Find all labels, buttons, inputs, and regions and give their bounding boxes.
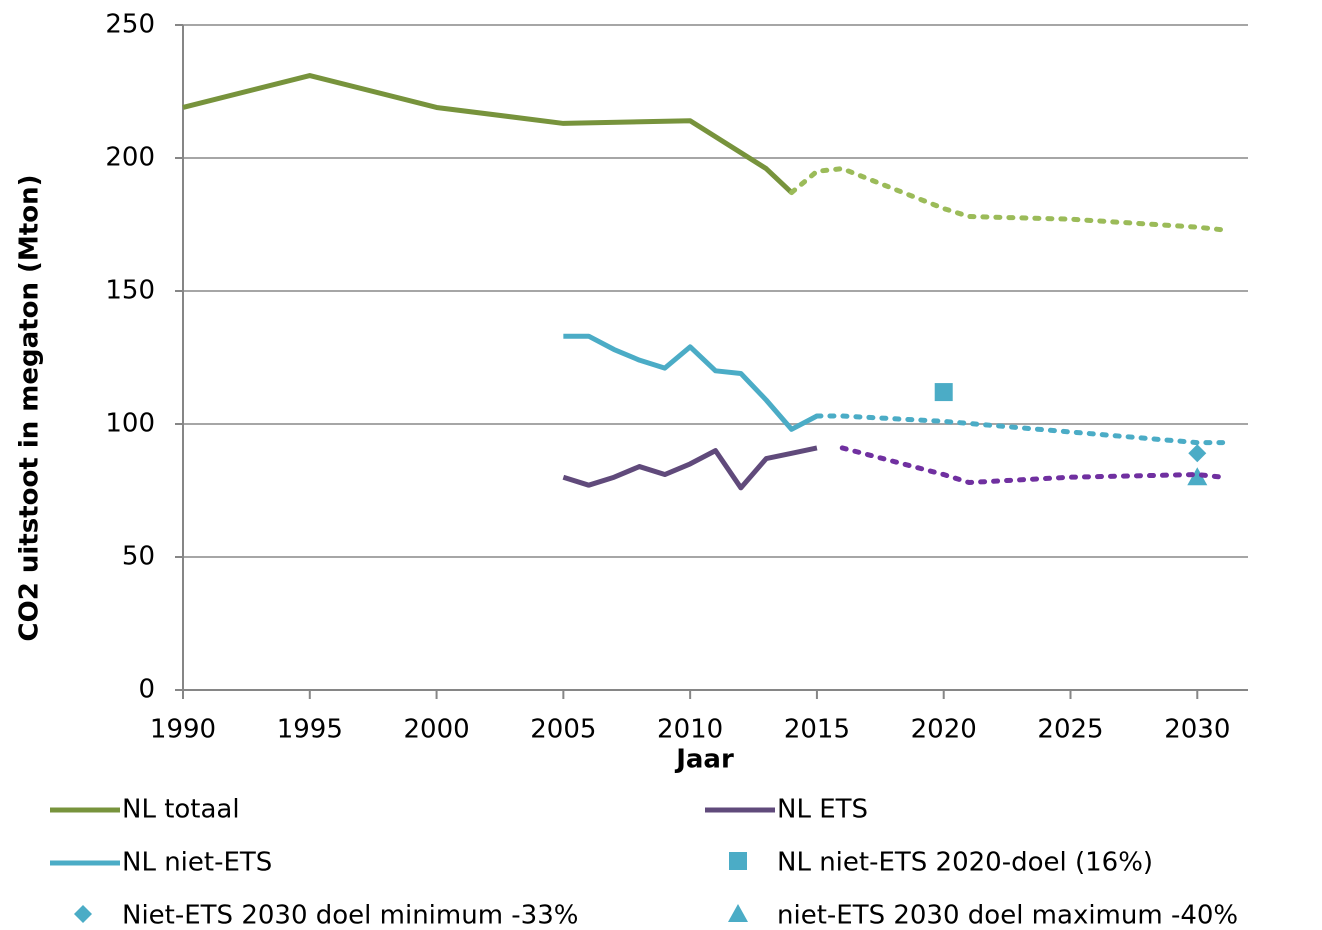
y-tick-label: 100 xyxy=(105,409,155,439)
legend-label: NL ETS xyxy=(777,795,868,825)
diamond-marker xyxy=(1188,444,1207,463)
x-tick-label: 2000 xyxy=(403,715,469,745)
x-tick-label: 2020 xyxy=(911,715,977,745)
series-line xyxy=(562,445,818,491)
triangle-marker xyxy=(1187,467,1208,486)
y-tick-label: 50 xyxy=(122,542,155,572)
x-tick-label: 2030 xyxy=(1164,715,1230,745)
x-tick-label: 2025 xyxy=(1037,715,1103,745)
x-tick-label: 1990 xyxy=(150,715,216,745)
legend-label: Niet-ETS 2030 doel minimum -33% xyxy=(122,901,578,930)
x-tick-label: 1995 xyxy=(277,715,343,745)
legend-label: niet-ETS 2030 doel maximum -40% xyxy=(777,901,1238,930)
y-axis-title: CO2 uitstoot in megaton (Mton) xyxy=(15,175,45,642)
y-tick-label: 150 xyxy=(105,276,155,306)
projection-line xyxy=(839,445,1226,486)
square-marker xyxy=(729,852,747,870)
legend-label: NL totaal xyxy=(122,795,240,825)
triangle-marker xyxy=(728,904,748,922)
projection-line xyxy=(814,413,1226,446)
x-tick-label: 2010 xyxy=(657,715,723,745)
diamond-marker xyxy=(74,905,92,923)
y-tick-label: 250 xyxy=(105,10,155,40)
x-tick-label: 2005 xyxy=(530,715,596,745)
projection-line xyxy=(789,166,1226,233)
series-line xyxy=(563,333,819,432)
legend-label: NL niet-ETS 2020-doel (16%) xyxy=(777,848,1153,878)
legend-label: NL niet-ETS xyxy=(122,848,272,878)
square-marker xyxy=(934,383,953,402)
y-tick-label: 200 xyxy=(105,143,155,173)
x-axis-title: Jaar xyxy=(674,745,734,775)
x-tick-label: 2015 xyxy=(784,715,850,745)
y-tick-label: 0 xyxy=(138,675,155,705)
series-line xyxy=(182,73,794,195)
